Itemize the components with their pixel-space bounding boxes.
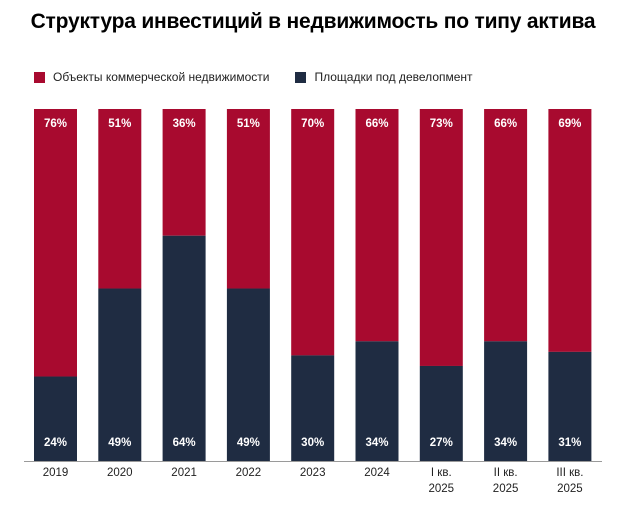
- legend-item-development: Площадки под девелопмент: [295, 70, 473, 84]
- bar-commercial: [291, 109, 335, 356]
- data-label-development: 34%: [494, 437, 517, 449]
- bar-commercial: [34, 109, 77, 377]
- legend-swatch-development: [295, 71, 307, 83]
- bar-commercial: [548, 109, 592, 352]
- bar-development: [291, 355, 335, 461]
- legend-swatch-commercial: [34, 71, 45, 83]
- data-label-development: 34%: [365, 437, 388, 449]
- bar-development: [98, 288, 142, 461]
- data-label-development: 27%: [430, 437, 453, 449]
- bar-development: [226, 288, 270, 461]
- data-label-development: 31%: [558, 437, 581, 449]
- chart-title: Структура инвестиций в недвижимость по т…: [30, 10, 596, 33]
- bar-commercial: [98, 109, 142, 289]
- x-tick-label: II кв.: [494, 467, 518, 479]
- data-label-commercial: 66%: [365, 118, 388, 130]
- bar-development: [419, 365, 463, 461]
- x-tick-label: 2023: [300, 467, 326, 479]
- x-tick-label: 2021: [171, 467, 197, 479]
- bar-commercial: [162, 109, 206, 236]
- bar-commercial: [484, 109, 528, 342]
- data-label-development: 49%: [237, 437, 260, 449]
- x-tick-label: 2025: [493, 483, 519, 495]
- legend-label-commercial: Объекты коммерческой недвижимости: [53, 70, 270, 84]
- bar-development: [355, 341, 399, 461]
- data-label-commercial: 51%: [108, 118, 131, 130]
- x-tick-label: 2022: [236, 467, 262, 479]
- data-label-development: 64%: [173, 437, 196, 449]
- bar-commercial: [226, 109, 270, 289]
- bar-commercial: [355, 109, 399, 342]
- x-tick-label: 2019: [43, 467, 69, 479]
- legend-item-commercial: Объекты коммерческой недвижимости: [34, 70, 269, 84]
- data-label-commercial: 69%: [558, 118, 581, 130]
- bar-development: [34, 376, 77, 461]
- bar-development: [162, 235, 206, 461]
- x-tick-label: 2025: [429, 483, 455, 495]
- x-tick-label: 2025: [557, 483, 583, 495]
- data-label-development: 30%: [301, 437, 324, 449]
- data-label-commercial: 73%: [430, 118, 453, 130]
- legend-label-development: Площадки под девелопмент: [314, 70, 473, 84]
- x-tick-label: 2024: [364, 467, 390, 479]
- x-tick-label: I кв.: [431, 467, 452, 479]
- bar-development: [548, 351, 592, 461]
- data-label-development: 24%: [44, 437, 67, 449]
- x-tick-label: 2020: [107, 467, 133, 479]
- legend: Объекты коммерческой недвижимости Площад…: [34, 70, 499, 84]
- x-tick-label: III кв.: [556, 467, 583, 479]
- bar-commercial: [419, 109, 463, 366]
- data-label-commercial: 76%: [44, 118, 67, 130]
- data-label-commercial: 51%: [237, 118, 260, 130]
- data-label-commercial: 70%: [301, 118, 324, 130]
- data-label-commercial: 66%: [494, 118, 517, 130]
- data-label-commercial: 36%: [173, 118, 196, 130]
- data-label-development: 49%: [108, 437, 131, 449]
- bar-development: [484, 341, 528, 461]
